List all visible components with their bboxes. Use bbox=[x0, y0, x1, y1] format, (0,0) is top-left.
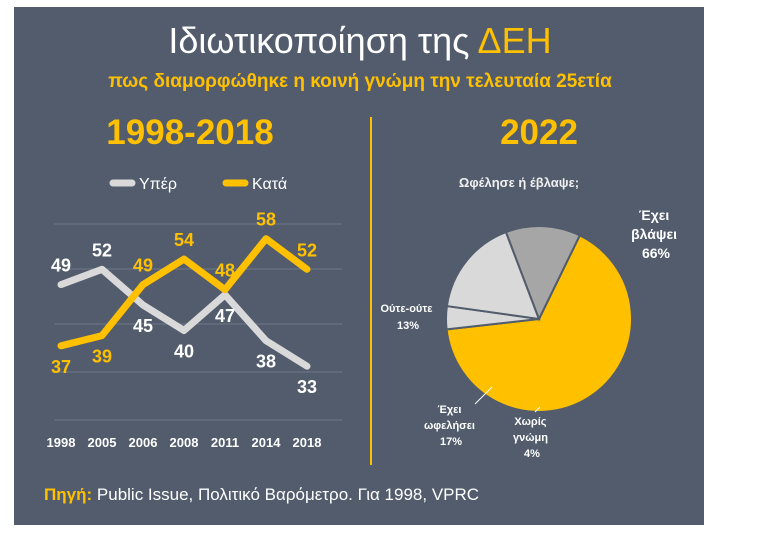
pie-label-harmed-line1: Έχει bbox=[639, 207, 670, 223]
pie-chart bbox=[445, 225, 633, 413]
data-label-yper: 52 bbox=[92, 240, 112, 260]
right-period-heading: 2022 bbox=[500, 113, 578, 152]
pie-label-benefited: Έχει ωφελήσει 17% bbox=[424, 404, 478, 448]
pie-label-harmed: Έχει βλάψει 66% bbox=[631, 207, 681, 261]
main-title: Ιδιωτικοποίηση της ΔΕΗ bbox=[168, 20, 551, 61]
pie-slice-benefited bbox=[445, 230, 541, 321]
x-tick-layer: 1998 2005 2006 2008 2011 2014 2018 bbox=[47, 435, 322, 450]
subtitle: πως διαμορφώθηκε η κοινή γνώμη την τελευ… bbox=[108, 71, 612, 92]
x-tick-label: 2011 bbox=[211, 435, 239, 450]
pie-label-neither-value: 13% bbox=[397, 320, 419, 332]
data-label-kata: 49 bbox=[133, 256, 153, 276]
pie-label-no-opinion: Χωρίς γνώμη 4% bbox=[513, 416, 551, 460]
x-tick-label: 2014 bbox=[252, 435, 282, 450]
left-period-heading: 1998-2018 bbox=[106, 113, 273, 152]
pie-label-harmed-line2: βλάψει bbox=[631, 226, 677, 242]
data-label-yper: 33 bbox=[297, 377, 317, 397]
series-line-yper bbox=[57, 265, 311, 370]
series-line-kata bbox=[57, 235, 311, 350]
x-tick-label: 2008 bbox=[170, 435, 199, 450]
x-tick-label: 2005 bbox=[88, 435, 117, 450]
data-label-yper: 45 bbox=[133, 316, 153, 336]
legend: Υπέρ Κατά bbox=[109, 176, 287, 193]
data-label-yper: 38 bbox=[256, 352, 276, 372]
main-title-accent: ΔΕΗ bbox=[478, 20, 552, 61]
pie-slice-harmed bbox=[445, 234, 633, 413]
data-label-kata: 54 bbox=[174, 230, 194, 250]
pie-leader-benefited bbox=[474, 386, 493, 405]
pie-label-benefited-line1: Έχει bbox=[437, 404, 461, 416]
source-label: Πηγή: bbox=[44, 485, 92, 504]
infographic-panel: Ιδιωτικοποίηση της ΔΕΗ πως διαμορφώθηκε … bbox=[14, 7, 704, 525]
legend-label-kata: Κατά bbox=[252, 176, 287, 193]
pie-label-neither: Ούτε-ούτε 13% bbox=[380, 303, 435, 332]
pie-label-benefited-value: 17% bbox=[440, 436, 462, 448]
data-label-kata: 39 bbox=[92, 347, 112, 367]
pie-label-neither-line1: Ούτε-ούτε bbox=[380, 303, 433, 315]
data-label-kata: 37 bbox=[51, 357, 71, 377]
pie-label-harmed-value: 66% bbox=[642, 245, 671, 261]
data-label-kata: 48 bbox=[215, 261, 235, 281]
source-text: Public Issue, Πολιτικό Βαρόμετρο. Για 19… bbox=[92, 485, 479, 504]
data-label-kata: 58 bbox=[256, 210, 276, 230]
data-label-yper: 40 bbox=[174, 342, 194, 362]
infographic-canvas: Ιδιωτικοποίηση της ΔΕΗ πως διαμορφώθηκε … bbox=[44, 20, 681, 504]
data-label-yper: 49 bbox=[51, 256, 71, 276]
pie-title: Ωφέλησε ή έβλαψε; bbox=[459, 175, 579, 190]
x-tick-label: 2018 bbox=[293, 435, 322, 450]
line-chart: 49 52 45 40 47 38 33 37 39 49 54 48 58 52 1998 2005 200… bbox=[47, 210, 342, 450]
main-title-text: Ιδιωτικοποίηση της bbox=[168, 20, 477, 61]
pie-label-no-opinion-value: 4% bbox=[524, 448, 540, 460]
data-label-kata: 52 bbox=[297, 240, 317, 260]
series-layer: 49 52 45 40 47 38 33 37 39 49 54 48 58 52 bbox=[51, 210, 317, 398]
pie-slice-neither bbox=[504, 225, 582, 322]
pie-label-no-opinion-line1: Χωρίς bbox=[514, 416, 546, 428]
legend-label-yper: Υπέρ bbox=[139, 176, 177, 193]
pie-label-benefited-line2: ωφελήσει bbox=[424, 420, 475, 432]
x-tick-label: 1998 bbox=[47, 435, 76, 450]
pie-label-no-opinion-line2: γνώμη bbox=[513, 432, 548, 444]
data-label-yper: 47 bbox=[215, 306, 235, 326]
x-tick-label: 2006 bbox=[129, 435, 158, 450]
source-note: Πηγή: Public Issue, Πολιτικό Βαρόμετρο. … bbox=[44, 485, 479, 504]
pie-leader-no-opinion bbox=[534, 406, 541, 413]
